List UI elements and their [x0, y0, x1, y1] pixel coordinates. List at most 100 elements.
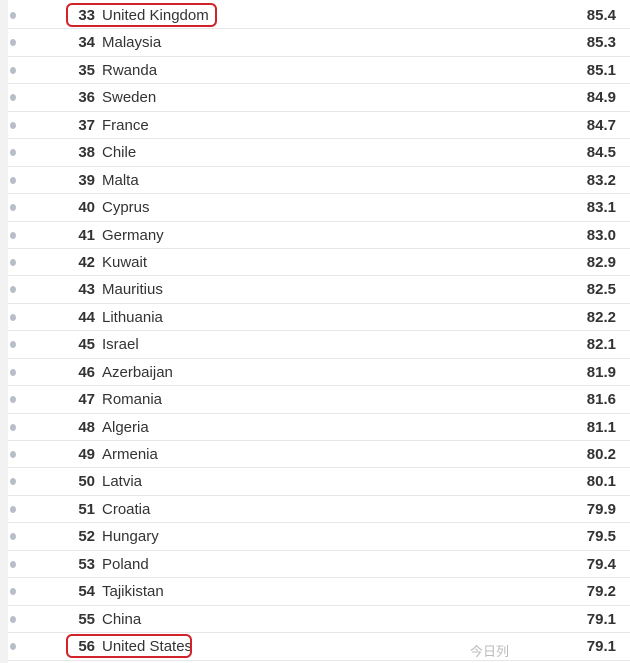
country-name: Israel	[102, 336, 139, 354]
score: 82.1	[586, 336, 616, 354]
country-name: Malta	[102, 171, 139, 189]
rank: 36	[78, 89, 95, 107]
score: 81.6	[586, 391, 616, 409]
rank: 43	[78, 281, 95, 299]
score: 80.1	[586, 473, 616, 491]
score: 84.9	[586, 89, 616, 107]
list-item: 55 China 79.1	[8, 606, 630, 634]
score: 79.9	[586, 500, 616, 518]
watermark-logo: 今日列	[470, 644, 510, 659]
rank: 49	[78, 446, 95, 463]
dot-icon	[10, 286, 16, 294]
dot-icon	[10, 176, 16, 184]
list-item: 41 Germany 83.0	[8, 222, 630, 249]
rank: 35	[78, 61, 95, 79]
list-item: 50 Latvia 80.1	[8, 468, 630, 496]
rank: 45	[78, 336, 95, 354]
dot-icon	[10, 313, 16, 321]
dot-icon	[10, 12, 16, 19]
list-item: 36 Sweden 84.9	[8, 84, 630, 112]
country-name: Croatia	[102, 500, 151, 518]
country-name: France	[102, 116, 149, 134]
country-name: Latvia	[102, 473, 143, 491]
dot-icon	[10, 231, 16, 239]
rank: 40	[78, 199, 95, 217]
dot-icon	[10, 204, 16, 212]
dot-icon	[10, 121, 16, 129]
country-name: Romania	[102, 391, 163, 409]
country-name: United Kingdom	[102, 7, 209, 24]
score: 83.1	[586, 199, 616, 217]
dot-icon	[10, 423, 16, 431]
list-item: 42 Kuwait 82.9	[8, 249, 630, 277]
country-name: Malaysia	[102, 34, 162, 52]
dot-icon	[10, 560, 16, 568]
dot-icon	[10, 39, 16, 47]
rank: 37	[78, 116, 95, 134]
dot-icon	[10, 66, 16, 74]
country-name: Sweden	[102, 89, 157, 107]
country-name: Poland	[102, 555, 149, 573]
dot-icon	[10, 341, 16, 349]
country-name: Cyprus	[102, 199, 150, 217]
score: 85.4	[586, 7, 616, 24]
score: 83.2	[586, 171, 616, 189]
rank: 39	[78, 171, 95, 189]
list-item: 43 Mauritius 82.5	[8, 276, 630, 304]
dot-icon	[10, 368, 16, 376]
country-name: Algeria	[102, 418, 149, 436]
left-strip	[0, 0, 8, 663]
rank: 47	[78, 391, 95, 409]
list-item: 45 Israel 82.1	[8, 331, 630, 359]
dot-icon	[10, 478, 16, 486]
score: 81.1	[586, 418, 616, 436]
country-name: Mauritius	[102, 281, 163, 299]
list-item: 44 Lithuania 82.2	[8, 304, 630, 332]
country-name: Kuwait	[102, 253, 148, 271]
rank: 50	[78, 473, 95, 491]
country-name: Tajikistan	[102, 583, 164, 601]
score: 81.9	[586, 363, 616, 381]
rank: 38	[78, 144, 95, 162]
rank: 52	[78, 528, 95, 546]
rank: 46	[78, 363, 95, 381]
list-item: 52 Hungary 79.5	[8, 523, 630, 551]
score: 85.1	[586, 61, 616, 79]
dot-icon	[10, 258, 16, 266]
list-item: 40 Cyprus 83.1	[8, 194, 630, 222]
country-name: Hungary	[102, 528, 159, 546]
dot-icon	[10, 396, 16, 404]
country-name: Chile	[102, 144, 137, 162]
country-name: Armenia	[102, 446, 158, 463]
country-name: Lithuania	[102, 308, 163, 326]
rank: 56	[78, 638, 95, 656]
highlight-box	[66, 3, 217, 27]
list-item: 54 Tajikistan 79.2	[8, 578, 630, 606]
dot-icon	[10, 533, 16, 541]
rank: 41	[78, 226, 95, 244]
list-item: 49 Armenia 80.2	[8, 441, 630, 469]
dot-icon	[10, 643, 16, 651]
score: 84.7	[586, 116, 616, 134]
list-item: 53 Poland 79.4	[8, 551, 630, 579]
rank: 33	[78, 7, 95, 24]
list-item: 37 France 84.7	[8, 112, 630, 140]
list-item: 47 Romania 81.6	[8, 386, 630, 414]
highlight-box	[66, 634, 192, 659]
rank: 42	[78, 253, 95, 271]
list-item: 34 Malaysia 85.3	[8, 29, 630, 57]
score: 82.9	[586, 253, 616, 271]
score: 83.0	[586, 226, 616, 244]
country-name: Germany	[102, 226, 164, 244]
dot-icon	[10, 149, 16, 157]
score: 79.4	[586, 555, 616, 573]
score: 85.3	[586, 34, 616, 52]
list-item: 33 United Kingdom 85.4	[8, 2, 630, 30]
rank: 55	[78, 610, 95, 628]
list-item: 38 Chile 84.5	[8, 139, 630, 167]
score: 80.2	[586, 446, 616, 463]
list-item: 51 Croatia 79.9	[8, 496, 630, 524]
rank: 54	[78, 583, 95, 601]
rank: 44	[78, 308, 95, 326]
